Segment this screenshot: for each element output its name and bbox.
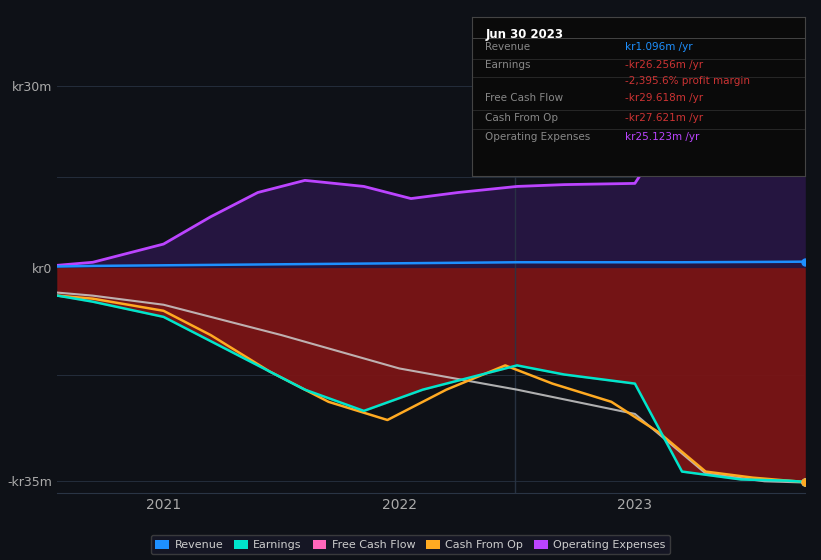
Text: Revenue: Revenue xyxy=(485,43,530,52)
Text: Operating Expenses: Operating Expenses xyxy=(485,132,590,142)
Text: -kr26.256m /yr: -kr26.256m /yr xyxy=(625,60,703,70)
Text: kr25.123m /yr: kr25.123m /yr xyxy=(625,132,699,142)
Text: Cash From Op: Cash From Op xyxy=(485,113,558,123)
Text: -kr27.621m /yr: -kr27.621m /yr xyxy=(625,113,703,123)
Text: Jun 30 2023: Jun 30 2023 xyxy=(485,28,563,41)
Text: Earnings: Earnings xyxy=(485,60,531,70)
Text: Free Cash Flow: Free Cash Flow xyxy=(485,94,563,104)
Text: -2,395.6% profit margin: -2,395.6% profit margin xyxy=(625,76,750,86)
Text: -kr29.618m /yr: -kr29.618m /yr xyxy=(625,94,703,104)
Text: kr1.096m /yr: kr1.096m /yr xyxy=(625,43,693,52)
Legend: Revenue, Earnings, Free Cash Flow, Cash From Op, Operating Expenses: Revenue, Earnings, Free Cash Flow, Cash … xyxy=(151,535,670,554)
